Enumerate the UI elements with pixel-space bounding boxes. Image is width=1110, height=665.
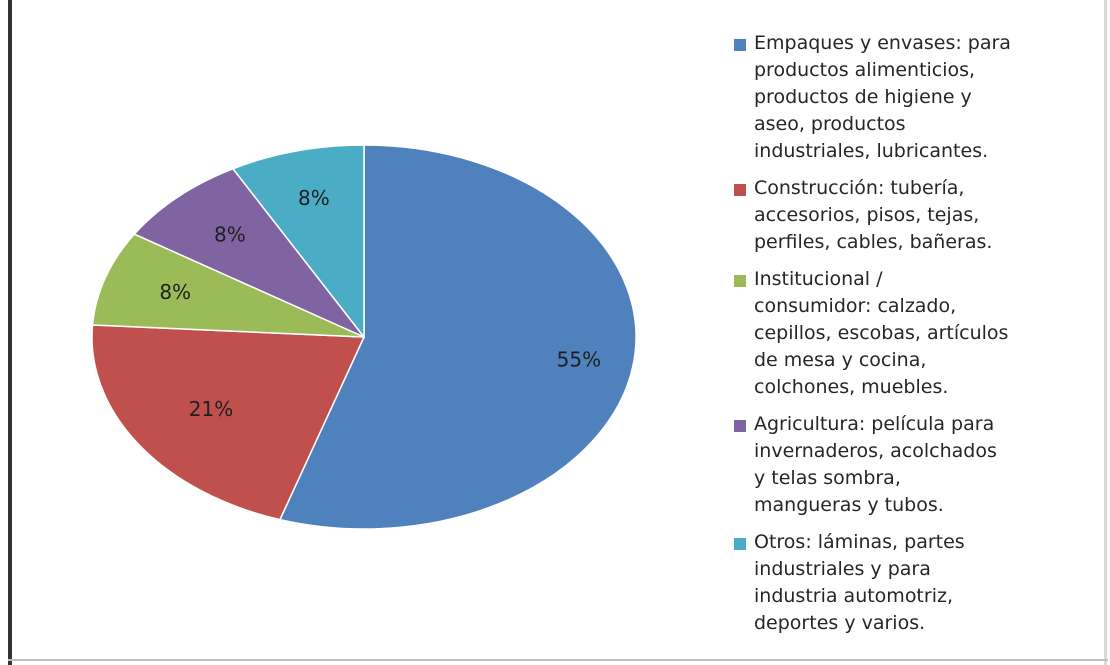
pie-data-labels: 55% 21% 8% 8% 8% [159, 186, 601, 421]
legend-swatch [734, 420, 746, 432]
data-label-2: 21% [189, 397, 233, 421]
legend: Empaques y envases: para productos alime… [734, 30, 1094, 647]
legend-swatch [734, 184, 746, 196]
pie-slice-2 [91, 324, 366, 521]
legend-swatch [734, 275, 746, 287]
legend-label: Construcción: tubería, accesorios, pisos… [754, 177, 993, 253]
legend-item-4: Agricultura: película para invernaderos,… [734, 411, 1094, 519]
legend-label: Institucional / consumidor: calzado, cep… [754, 268, 1009, 398]
data-label-1: 55% [557, 348, 601, 372]
pie-slices [91, 144, 637, 530]
legend-label: Empaques y envases: para productos alime… [754, 32, 1011, 162]
pie-slice-1 [278, 144, 637, 530]
legend-swatch [734, 538, 746, 550]
right-border [1104, 0, 1107, 665]
legend-label: Otros: láminas, partes industriales y pa… [754, 531, 965, 634]
legend-item-5: Otros: láminas, partes industriales y pa… [734, 529, 1094, 637]
legend-item-3: Institucional / consumidor: calzado, cep… [734, 266, 1094, 401]
bottom-border [8, 659, 1108, 661]
pie-slice-3 [91, 233, 365, 338]
pie-slice-5 [231, 144, 365, 340]
legend-label: Agricultura: película para invernaderos,… [754, 413, 997, 516]
legend-item-1: Empaques y envases: para productos alime… [734, 30, 1094, 165]
data-label-5: 8% [298, 186, 330, 210]
pie-slice-4 [133, 167, 365, 338]
data-label-4: 8% [214, 223, 246, 247]
legend-swatch [734, 39, 746, 51]
legend-item-2: Construcción: tubería, accesorios, pisos… [734, 175, 1094, 256]
left-border [8, 0, 12, 665]
data-label-3: 8% [159, 280, 191, 304]
